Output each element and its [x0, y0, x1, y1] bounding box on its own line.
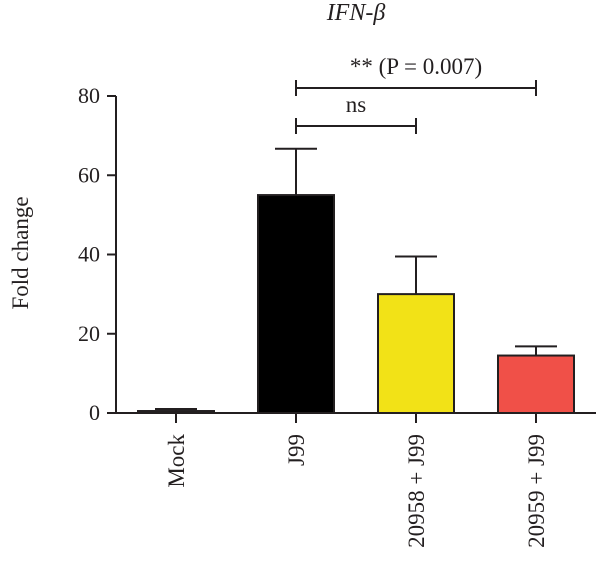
error-bars — [155, 147, 557, 412]
x-tick-label: J99 — [284, 434, 309, 466]
chart-title: IFN-β — [326, 0, 386, 26]
y-tick-label: 20 — [78, 321, 100, 346]
bars — [137, 194, 575, 415]
x-tick-label: 20959 + J99 — [524, 434, 549, 548]
x-tick-label: Mock — [164, 434, 189, 488]
y-tick-label: 60 — [78, 162, 100, 187]
y-tick-label: 0 — [89, 400, 100, 425]
y-tick-label: 40 — [78, 242, 100, 267]
significance-annotations: ns ** (P = 0.007) — [295, 54, 537, 134]
annotation-label: ns — [346, 92, 367, 117]
bar — [137, 410, 215, 414]
y-ticks: 0 20 40 60 80 — [78, 83, 116, 425]
bar — [257, 194, 335, 414]
bar — [497, 354, 575, 415]
annotation-label: ** (P = 0.007) — [350, 54, 482, 79]
y-tick-label: 80 — [78, 83, 100, 108]
y-axis-label: Fold change — [8, 196, 33, 309]
x-ticks: Mock J99 20958 + J99 20959 + J99 — [164, 413, 549, 548]
x-tick-label: 20958 + J99 — [404, 434, 429, 548]
bar — [377, 293, 455, 414]
